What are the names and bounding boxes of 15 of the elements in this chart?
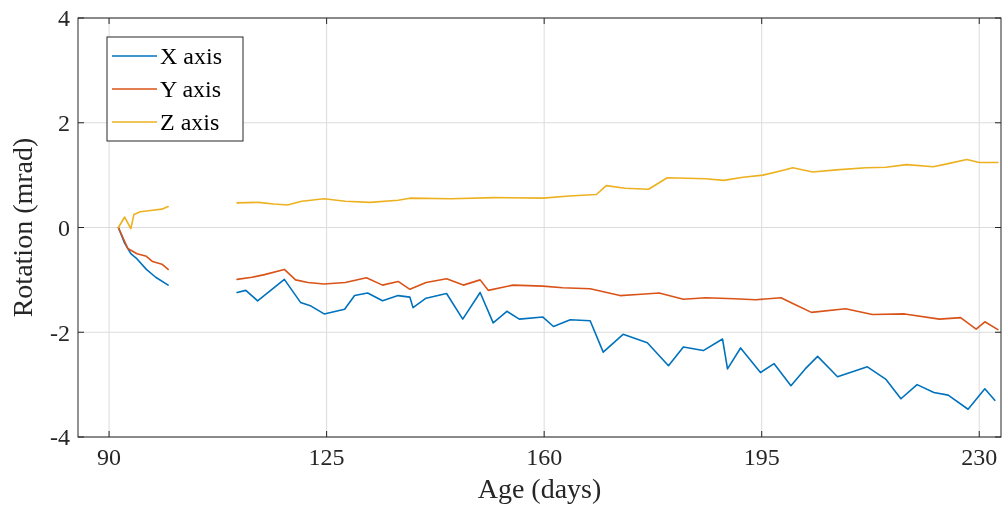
legend-label: Z axis <box>160 109 220 136</box>
x-tick-label: 160 <box>526 444 563 470</box>
y-tick-label: 0 <box>58 214 70 241</box>
y-tick-label: 4 <box>58 5 70 32</box>
y-tick-label: 2 <box>58 110 70 137</box>
legend-label: X axis <box>160 43 222 70</box>
x-tick-label: 195 <box>743 444 780 470</box>
y-axis-title: Rotation (mrad) <box>7 137 38 318</box>
y-tick-label: -2 <box>50 319 70 346</box>
y-tick-label: -4 <box>50 424 70 451</box>
x-axis-title: Age (days) <box>477 473 602 504</box>
x-tick-label: 230 <box>961 444 998 470</box>
legend-label: Y axis <box>160 76 222 103</box>
x-tick-label: 90 <box>97 444 122 470</box>
x-tick-label: 125 <box>308 444 345 470</box>
